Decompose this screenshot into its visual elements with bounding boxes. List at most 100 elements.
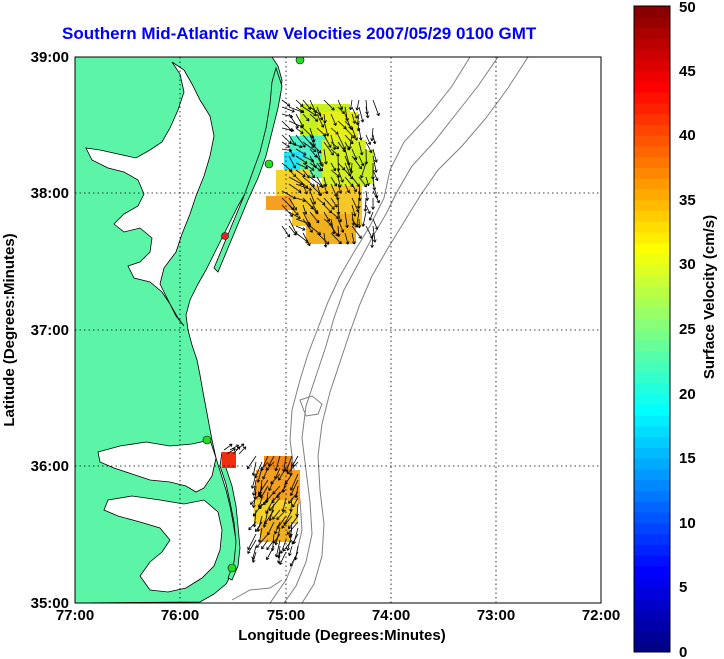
map-title-text: Southern Mid-Atlantic Raw Velocities 200…: [62, 24, 537, 43]
colorbar-band: [634, 565, 670, 578]
velocity-arrow: [323, 211, 330, 222]
colorbar-band: [634, 479, 670, 491]
albemarle-sound: [103, 495, 223, 593]
colorbar-tick-label: 0: [679, 644, 687, 659]
velocity-arrow: [288, 225, 297, 236]
velocity-arrow: [372, 218, 379, 230]
velocity-arrow: [337, 211, 343, 223]
colorbar-band: [634, 350, 670, 362]
velocity-arrow: [264, 509, 275, 525]
velocity-arrow: [247, 539, 257, 554]
velocity-arrow: [295, 503, 299, 517]
velocity-arrow: [274, 455, 281, 472]
velocity-arrow: [316, 106, 324, 121]
velocity-arrow: [302, 162, 315, 171]
velocity-arrow: [351, 127, 358, 141]
velocity-arrow: [316, 155, 324, 167]
colorbar-band: [634, 501, 670, 513]
velocity-arrow: [288, 169, 297, 178]
velocity-arrow: [337, 169, 344, 183]
colorbar-band: [634, 512, 670, 524]
y-tick-labels: 35:00 36:00 37:00 38:00 39:00: [31, 49, 69, 612]
colorbar-tick-label: 10: [679, 515, 696, 532]
velocity-arrow: [351, 183, 357, 193]
velocity-arrow: [309, 204, 319, 215]
velocity-arrow: [365, 134, 372, 145]
station-marker: [295, 57, 305, 65]
colorbar-band: [634, 587, 670, 599]
velocity-arrow: [309, 169, 315, 179]
velocity-arrow: [295, 218, 311, 226]
velocity-arrow: [337, 218, 345, 233]
velocity-arrow: [358, 106, 365, 123]
colorbar-band: [634, 178, 670, 190]
velocity-arrow: [351, 218, 358, 228]
velocity-arrow: [372, 190, 380, 204]
velocity-arrow: [351, 155, 363, 170]
velocity-arrow: [276, 509, 287, 520]
velocity-arrow: [238, 446, 247, 455]
velocity-arrow: [309, 190, 316, 205]
velocity-arrow: [250, 473, 257, 489]
velocity-arrow: [251, 551, 257, 563]
velocity-arrow: [289, 479, 299, 496]
velocity-arrow: [368, 211, 374, 221]
colorbar-band: [634, 425, 670, 438]
velocity-arrow: [295, 106, 305, 113]
x-tick-label: 75:00: [267, 607, 305, 624]
velocity-arrow: [288, 491, 299, 504]
colorbar-band: [634, 70, 670, 82]
colorbar-tick-label: 5: [679, 579, 687, 596]
isobath-contours: [231, 57, 529, 603]
velocity-arrow: [302, 232, 311, 247]
velocity-arrow: [281, 515, 293, 529]
velocity-arrow: [279, 551, 287, 566]
station-marker: [202, 435, 212, 445]
velocity-arrow: [358, 141, 364, 156]
y-tick-label: 39:00: [31, 49, 69, 66]
velocity-arrow: [323, 134, 332, 148]
velocity-arrow: [281, 106, 295, 113]
velocity-arrow: [323, 183, 329, 195]
velocity-arrow: [351, 106, 358, 119]
y-tick-label: 36:00: [31, 458, 69, 475]
velocity-arrow: [330, 127, 339, 135]
map-title: Southern Mid-Atlantic Raw Velocities 200…: [0, 22, 724, 46]
velocity-arrow: [351, 232, 356, 245]
colorbar-band: [634, 6, 670, 18]
velocity-arrow: [349, 162, 354, 174]
colorbar-band: [634, 630, 670, 642]
velocity-arrow: [250, 491, 263, 505]
velocity-arrow: [256, 533, 269, 548]
colorbar-tick-label: 50: [679, 0, 696, 16]
velocity-arrow: [344, 211, 349, 229]
colorbar-label: Surface Velocity (cm/s): [701, 215, 718, 379]
velocity-arrow: [358, 176, 368, 188]
x-tick-labels: 77:00 76:00 75:00 74:00 73:00 72:00: [56, 607, 620, 624]
colorbar-tick-label: 20: [679, 386, 696, 403]
velocity-arrow: [316, 162, 324, 172]
velocity-arrow: [274, 521, 281, 535]
colorbar-tick-label: 30: [679, 256, 696, 273]
colorbar-band: [634, 415, 670, 427]
y-axis-label: Latitude (Degrees:Minutes): [1, 233, 18, 426]
velocity-arrow: [316, 183, 322, 197]
colorbar-band: [634, 404, 670, 416]
velocity-arrow: [336, 225, 341, 237]
colorbar-tick-label: 35: [679, 192, 696, 209]
velocity-arrow: [372, 148, 378, 163]
grid-lines: [75, 57, 601, 603]
colorbar-band: [634, 242, 670, 255]
velocity-arrow: [295, 148, 307, 156]
y-tick-label: 37:00: [31, 322, 69, 339]
velocity-arrow: [268, 497, 281, 511]
velocity-arrow: [288, 545, 293, 557]
velocity-arrow: [360, 162, 367, 179]
colorbar-band: [634, 382, 670, 395]
velocity-arrow: [283, 539, 293, 552]
velocity-arrow: [323, 232, 328, 248]
velocity-arrow: [330, 232, 342, 245]
velocity-arrow: [262, 467, 269, 480]
colorbar-band: [634, 393, 670, 405]
velocity-arrow: [261, 539, 269, 550]
